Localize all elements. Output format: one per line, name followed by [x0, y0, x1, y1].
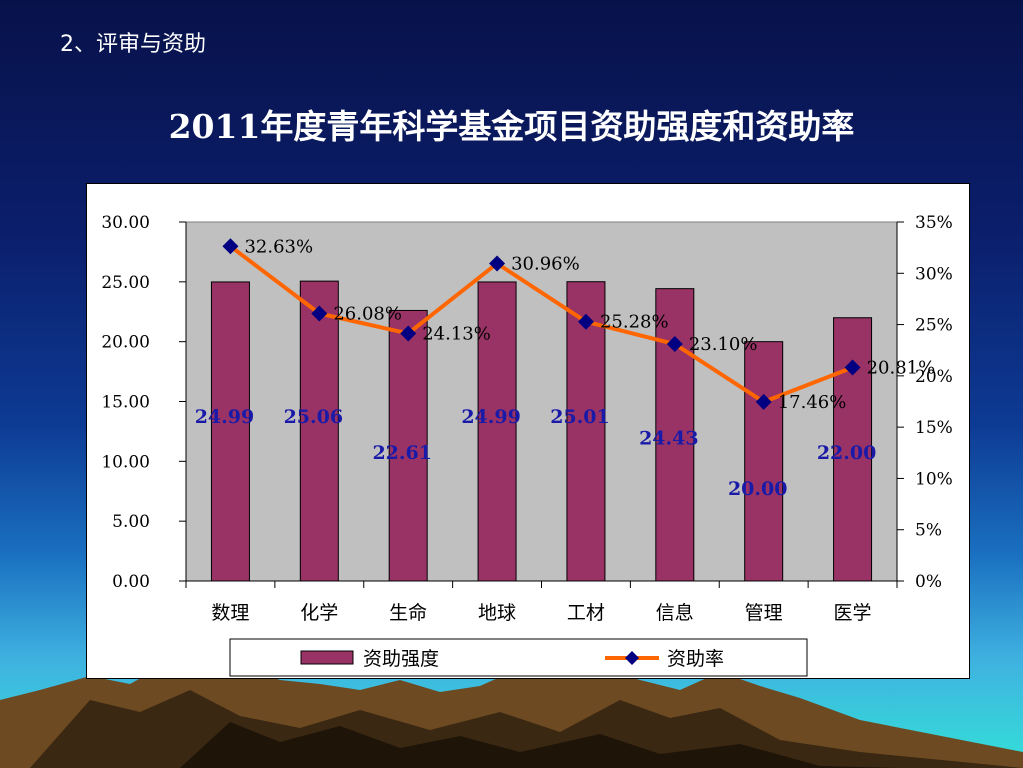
right-tick-label: 0% — [915, 572, 942, 592]
rate-value-label: 17.46% — [778, 392, 847, 413]
right-tick-label: 5% — [915, 521, 942, 541]
bar-value-label: 20.00 — [728, 478, 788, 500]
rate-value-label: 20.81% — [867, 358, 936, 379]
left-tick-label: 5.00 — [112, 512, 150, 532]
bar — [211, 282, 249, 581]
rate-value-label: 24.13% — [422, 323, 491, 344]
rate-value-label: 23.10% — [689, 334, 758, 355]
rate-value-label: 25.28% — [600, 312, 669, 333]
bar-value-label: 22.00 — [817, 442, 877, 464]
bar — [745, 342, 783, 581]
right-tick-label: 35% — [915, 213, 953, 233]
right-tick-label: 30% — [915, 264, 953, 284]
left-tick-label: 10.00 — [101, 452, 150, 472]
legend-swatch-bar — [301, 651, 353, 664]
bar-value-label: 24.99 — [195, 406, 255, 428]
category-label: 管理 — [745, 602, 783, 624]
rate-value-label: 26.08% — [333, 303, 402, 324]
category-label: 化学 — [300, 602, 338, 624]
bar-value-label: 24.99 — [461, 406, 521, 428]
bar-value-label: 24.43 — [639, 428, 699, 450]
left-tick-label: 0.00 — [112, 572, 150, 592]
left-tick-label: 20.00 — [101, 333, 150, 353]
category-label: 数理 — [211, 602, 249, 624]
left-tick-label: 25.00 — [101, 273, 150, 293]
bar-value-label: 22.61 — [372, 442, 432, 464]
section-label: 2、评审与资助 — [60, 26, 206, 58]
right-tick-label: 10% — [915, 469, 953, 489]
left-tick-label: 30.00 — [101, 213, 150, 233]
category-label: 医学 — [834, 602, 872, 624]
slide-title: 2011年度青年科学基金项目资助强度和资助率 — [0, 100, 1023, 148]
legend-label-line: 资助率 — [667, 648, 724, 670]
right-tick-label: 15% — [915, 418, 953, 438]
category-label: 信息 — [656, 602, 694, 624]
right-tick-label: 25% — [915, 316, 953, 336]
bar — [300, 281, 338, 581]
bar-value-label: 25.01 — [550, 406, 610, 428]
chart-panel: 30.00 25.00 20.00 15.00 10.00 5.00 0.00 35% 30% 2… — [86, 183, 970, 679]
rate-value-label: 30.96% — [511, 253, 580, 274]
combo-chart: 30.00 25.00 20.00 15.00 10.00 5.00 0.00 35% 30% 2… — [87, 184, 969, 678]
category-label: 地球 — [478, 602, 516, 624]
left-tick-label: 15.00 — [101, 393, 150, 413]
legend-label-bar: 资助强度 — [363, 648, 439, 670]
category-label: 生命 — [389, 602, 427, 624]
rate-value-label: 32.63% — [244, 236, 313, 257]
category-label: 工材 — [567, 602, 605, 624]
bar-value-label: 25.06 — [284, 406, 344, 428]
